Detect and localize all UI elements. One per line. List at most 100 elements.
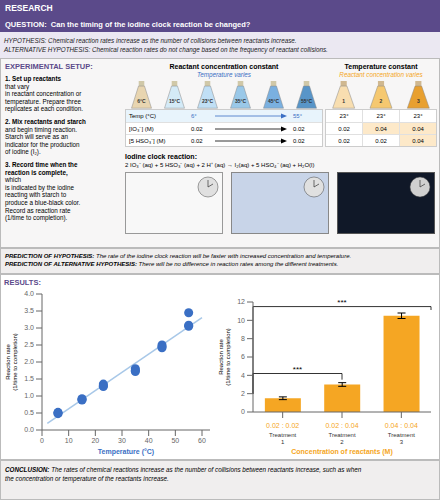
html-text:(1/time to completion).: (1/time to completion). bbox=[5, 214, 68, 222]
svg-text:2: 2 bbox=[380, 98, 383, 104]
html-text:Record as reaction rate: Record as reaction rate bbox=[5, 206, 71, 214]
svg-text:60: 60 bbox=[198, 437, 206, 444]
html-text:0.02: 0.02 bbox=[191, 137, 203, 144]
html-text:that vary: that vary bbox=[5, 82, 30, 90]
html-text:55°: 55° bbox=[293, 113, 303, 119]
html-text:0.02: 0.02 bbox=[293, 125, 305, 132]
html-text:and begin timing reaction.: and begin timing reaction. bbox=[5, 125, 78, 133]
svg-text:8: 8 bbox=[241, 335, 245, 342]
html-text:0.02: 0.02 bbox=[375, 137, 387, 144]
svg-text:23°C: 23°C bbox=[202, 98, 214, 104]
svg-text:6: 6 bbox=[241, 353, 245, 360]
html-text:reaction is complete,: reaction is complete, bbox=[5, 168, 68, 176]
svg-text:0: 0 bbox=[241, 408, 245, 415]
svg-text:1: 1 bbox=[342, 98, 345, 104]
html-text:3. Record time when the: 3. Record time when the bbox=[5, 160, 78, 168]
svg-text:6°C: 6°C bbox=[137, 98, 146, 104]
svg-text:0.0: 0.0 bbox=[24, 426, 34, 433]
svg-text:10: 10 bbox=[65, 437, 73, 444]
svg-text:Treatment: Treatment bbox=[269, 432, 296, 438]
html-text:(1/time to completion): (1/time to completion) bbox=[12, 333, 18, 391]
svg-text:Temperature (°C): Temperature (°C) bbox=[98, 448, 154, 456]
html-text:Iodine clock reaction:: Iodine clock reaction: bbox=[125, 153, 197, 160]
svg-text:15°C: 15°C bbox=[169, 98, 181, 104]
html-text:0.04: 0.04 bbox=[412, 137, 424, 144]
svg-text:0.04 : 0.04: 0.04 : 0.04 bbox=[385, 422, 418, 429]
html-text:is indicated by the iodine: is indicated by the iodine bbox=[5, 183, 74, 191]
html-text:QUESTION: Can the timing of th: QUESTION: Can the timing of the iodine c… bbox=[5, 19, 251, 29]
html-text:of iodine (I₂).: of iodine (I₂). bbox=[5, 148, 41, 156]
html-text:temperature. Prepare three: temperature. Prepare three bbox=[5, 97, 81, 105]
svg-text:55°C: 55°C bbox=[301, 98, 313, 104]
html-text:0.02: 0.02 bbox=[191, 125, 203, 132]
html-text:1. Set up reactants: 1. Set up reactants bbox=[5, 75, 61, 82]
html-text:0.02: 0.02 bbox=[338, 137, 350, 144]
svg-text:3: 3 bbox=[400, 439, 404, 445]
svg-text:0.02 : 0.04: 0.02 : 0.04 bbox=[325, 422, 358, 429]
svg-text:12: 12 bbox=[237, 298, 245, 305]
svg-text:4.0: 4.0 bbox=[24, 290, 34, 297]
svg-text:40: 40 bbox=[145, 437, 153, 444]
svg-text:3: 3 bbox=[417, 98, 420, 104]
html-text:CONCLUSION: The rates of chemi: CONCLUSION: The rates of chemical reacti… bbox=[5, 466, 362, 473]
svg-text:Treatment: Treatment bbox=[388, 432, 415, 438]
svg-text:1.0: 1.0 bbox=[24, 392, 34, 399]
html-text:0.02: 0.02 bbox=[338, 125, 350, 132]
html-text:[IO₃⁻] (M): [IO₃⁻] (M) bbox=[129, 125, 154, 132]
svg-text:Concentration of reactants (M): Concentration of reactants (M) bbox=[291, 448, 393, 456]
svg-text:20: 20 bbox=[91, 437, 99, 444]
html-text:EXPERIMENTAL SETUP:: EXPERIMENTAL SETUP: bbox=[5, 62, 93, 71]
svg-text:0.02 : 0.02: 0.02 : 0.02 bbox=[266, 422, 299, 429]
html-text:in reactant concentration or: in reactant concentration or bbox=[5, 90, 82, 98]
svg-text:***: *** bbox=[337, 298, 346, 307]
html-text:Reaction rate: Reaction rate bbox=[5, 344, 11, 380]
html-text:Starch will serve as an: Starch will serve as an bbox=[5, 133, 68, 141]
html-text:RESULTS:: RESULTS: bbox=[4, 278, 41, 287]
html-text:indicator for the production: indicator for the production bbox=[5, 140, 80, 148]
svg-text:45°C: 45°C bbox=[268, 98, 280, 104]
svg-text:3.0: 3.0 bbox=[24, 324, 34, 331]
html-text:2 IO₃⁻ (aq) + 5 HSO₃⁻ (aq) + 2: 2 IO₃⁻ (aq) + 5 HSO₃⁻ (aq) + 2 H⁺ (aq) →… bbox=[125, 162, 315, 168]
svg-text:1: 1 bbox=[281, 439, 285, 445]
html-text:the concentration or temperatu: the concentration or temperature of the … bbox=[5, 474, 169, 482]
html-text:Reaction rate: Reaction rate bbox=[218, 339, 224, 375]
html-text:Temperature constant: Temperature constant bbox=[344, 63, 418, 70]
html-text:reacting with starch to: reacting with starch to bbox=[5, 191, 67, 199]
svg-text:2.0: 2.0 bbox=[24, 358, 34, 365]
html-text:produce a blue-black color.: produce a blue-black color. bbox=[5, 198, 81, 206]
svg-text:1.5: 1.5 bbox=[24, 375, 34, 382]
svg-text:2: 2 bbox=[241, 390, 245, 397]
html-text:23°: 23° bbox=[413, 113, 423, 119]
svg-text:0: 0 bbox=[40, 437, 44, 444]
html-text:0.04: 0.04 bbox=[412, 125, 424, 132]
html-text:2. Mix reactants and starch: 2. Mix reactants and starch bbox=[5, 118, 86, 125]
html-text:PREDICTION OF HYPOTHESIS: The: PREDICTION OF HYPOTHESIS: The rate of th… bbox=[5, 253, 352, 259]
html-text:0.02: 0.02 bbox=[293, 137, 305, 144]
svg-text:0.5: 0.5 bbox=[24, 409, 34, 416]
html-text:replicates at each condition.: replicates at each condition. bbox=[5, 105, 84, 113]
html-text:ALTERNATIVE HYPOTHESIS: Chemic: ALTERNATIVE HYPOTHESIS: Chemical reactio… bbox=[4, 46, 328, 53]
svg-text:50: 50 bbox=[171, 437, 179, 444]
html-text:PREDICTION OF ALTERNATIVE HYPO: PREDICTION OF ALTERNATIVE HYPOTHESIS: Th… bbox=[5, 261, 339, 267]
svg-text:10: 10 bbox=[237, 317, 245, 324]
html-text:Reactant concentration constan: Reactant concentration constant bbox=[169, 63, 279, 70]
svg-text:35°C: 35°C bbox=[235, 98, 247, 104]
html-text:Temperature varies: Temperature varies bbox=[197, 71, 251, 78]
html-text:HYPOTHESIS: Chemical reaction: HYPOTHESIS: Chemical reaction rates incr… bbox=[4, 37, 297, 44]
html-text:Reactant concentration varies: Reactant concentration varies bbox=[339, 71, 423, 78]
svg-text:3.5: 3.5 bbox=[24, 307, 34, 314]
html-text:which: which bbox=[5, 176, 22, 184]
svg-text:Treatment: Treatment bbox=[328, 432, 355, 438]
html-text:RESEARCH: RESEARCH bbox=[5, 3, 53, 13]
svg-text:4: 4 bbox=[241, 372, 245, 379]
html-text:23°: 23° bbox=[339, 113, 349, 119]
svg-text:30: 30 bbox=[118, 437, 126, 444]
svg-text:2.5: 2.5 bbox=[24, 341, 34, 348]
html-text:Temp (°C): Temp (°C) bbox=[129, 113, 157, 119]
html-text:23°: 23° bbox=[376, 113, 386, 119]
html-text:6°: 6° bbox=[191, 113, 197, 119]
svg-text:***: *** bbox=[293, 365, 302, 374]
html-text:[5 HSO₃⁻] (M): [5 HSO₃⁻] (M) bbox=[129, 137, 166, 144]
svg-text:2: 2 bbox=[340, 439, 344, 445]
html-text:0.04: 0.04 bbox=[375, 125, 387, 132]
